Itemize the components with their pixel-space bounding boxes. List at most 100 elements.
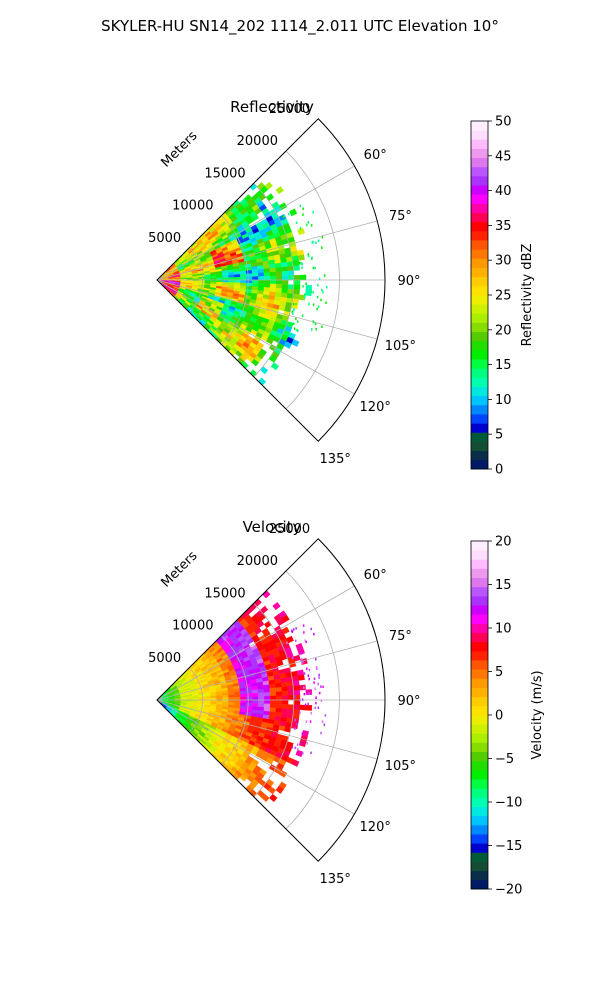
data-speckle [321,325,323,328]
grid-spoke [156,279,378,340]
data-speckle [301,314,304,317]
data-speckle [303,631,305,634]
data-cell [281,690,289,696]
velocity-colorbar-label: Velocity (m/s) [530,670,545,759]
data-cell [292,293,300,300]
data-cell [276,699,283,705]
data-speckle [313,681,315,684]
data-cell [240,279,247,284]
data-cell [263,620,272,629]
data-cell [252,699,259,704]
reflectivity-radial-axis-label: Meters [159,128,201,170]
data-speckle [299,204,301,207]
velocity-title: Velocity [243,518,302,536]
grid-spoke [156,165,355,281]
azimuth-tick-label: 60° [364,148,387,163]
data-speckle [307,674,310,677]
data-cell [269,267,277,273]
data-speckle [292,312,294,315]
data-speckle [323,723,326,727]
azimuth-tick-label: 60° [364,568,387,583]
data-speckle [292,302,295,306]
colorbar-tick-label: −10 [495,796,522,811]
colorbar-segment [471,788,488,798]
colorbar-segment [471,669,488,679]
colorbar-segment [471,377,488,387]
data-speckle [295,627,297,630]
data-speckle [305,640,307,644]
velocity-tick-labels: 5000 10000 15000 20000 25000 60° 75° 90° 105° 120… [148,522,420,887]
grid-spoke [156,279,355,395]
grid-spoke [156,585,355,701]
data-speckle [314,322,317,326]
colorbar-segment [471,870,488,881]
azimuth-tick-label: 105° [385,339,416,354]
data-cell [252,272,259,277]
colorbar-segment [471,212,488,223]
data-cell [283,341,292,349]
data-cell [234,699,241,704]
data-speckle [292,656,294,660]
data-cell [280,681,288,688]
data-speckle [322,685,324,688]
colorbar-tick-label: 25 [495,289,512,304]
data-speckle [295,302,297,306]
radial-tick-label: 15000 [204,166,245,181]
data-speckle [311,328,313,331]
data-cell [251,214,260,222]
data-cell [246,702,253,707]
data-cell [222,274,229,278]
azimuth-tick-label: 135° [320,872,351,887]
data-cell [276,275,283,281]
data-cell [281,288,289,294]
data-speckle [312,303,315,306]
data-cell [262,590,271,599]
colorbar-segment [471,359,488,369]
data-cell [251,689,259,694]
reflectivity-frame [156,118,386,442]
data-speckle [310,224,313,227]
data-speckle [310,711,312,715]
data-cell [297,674,305,681]
radial-tick-label: 10000 [172,199,213,214]
colorbar-segment [471,605,488,615]
colorbar-segment [471,705,488,716]
data-speckle [304,639,306,642]
data-cell [258,699,265,704]
data-speckle [312,211,314,214]
data-cell [275,283,283,289]
colorbar-segment [471,249,488,259]
colorbar-segment [471,687,488,698]
data-cell [292,713,300,720]
data-speckle [321,288,323,292]
data-speckle [307,254,310,258]
data-cell [270,699,277,705]
data-speckle [312,266,315,270]
data-cell [234,279,241,284]
data-cell [281,626,290,635]
data-speckle [281,642,284,646]
data-speckle [315,696,317,699]
data-speckle [308,692,310,695]
colorbar-segment [471,157,488,168]
data-cell [257,272,265,277]
data-speckle [294,727,296,730]
data-speckle [317,706,320,709]
colorbar-segment [471,395,488,406]
data-cell [257,268,265,274]
data-speckle [296,328,298,332]
data-cell [228,694,235,698]
colorbar-segment [471,632,488,643]
data-speckle [294,695,296,698]
data-cell [252,696,259,701]
data-cell [292,675,299,682]
data-cell [257,688,265,694]
colorbar-segment [471,441,488,452]
colorbar-segment [471,313,488,323]
colorbar-segment [471,623,488,633]
data-speckle [312,240,314,244]
colorbar-tick-label: −20 [495,883,522,898]
data-cell [281,266,289,272]
data-speckle [299,227,302,230]
data-speckle [322,290,324,294]
